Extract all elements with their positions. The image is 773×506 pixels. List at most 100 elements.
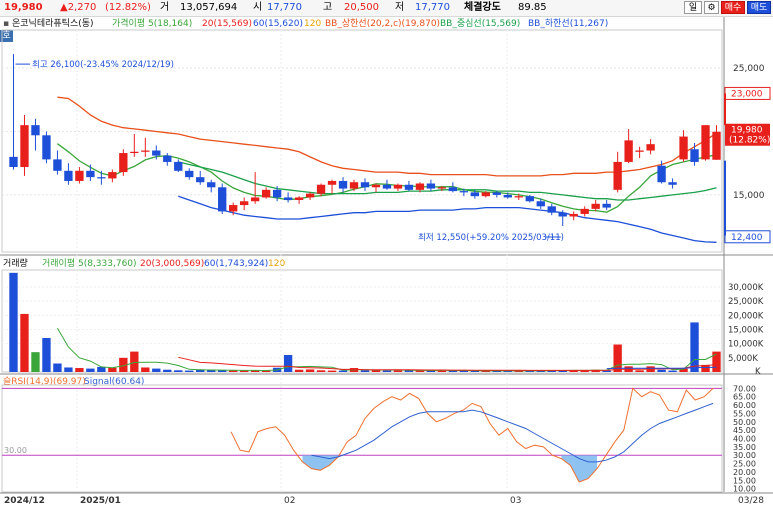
high-value: 20,500 [344,2,379,13]
legend-vol-ma20: 20(3,000,569) [140,259,205,269]
volume-bar [20,313,29,372]
candle-body [415,183,425,190]
volume-unit-label: K [755,367,761,377]
candle-body [503,194,512,198]
volume-tick-label: 5,000K [728,354,758,364]
chart-toggle-icon[interactable]: ▪ [3,19,10,29]
candle-body [371,184,381,188]
volume-bar [668,370,677,372]
pane-frame-1 [1,269,723,373]
volume-bar [185,370,194,372]
volume-bar [437,370,447,372]
stoch-tick-label: 55.00 [733,409,756,418]
strength-value: 89.85 [518,2,547,13]
candle-body [250,197,260,202]
volume-bar [86,368,95,372]
price-tick-label: 15,000 [733,191,765,201]
candle-body [141,150,150,152]
volume-bar [679,368,688,372]
day-button[interactable]: 일 [684,1,702,14]
candle-body [272,189,282,198]
candle-body [163,155,172,162]
volume-bar [261,370,271,372]
volume-bar [481,370,491,372]
volume-bar [547,370,556,372]
volume-bar [97,366,106,372]
candle-body [360,182,370,188]
candle-body [261,189,271,198]
candle-body [635,150,644,152]
low-label: 저 [395,2,405,13]
candle-body [75,170,84,181]
candle-body [646,144,655,151]
volume-bar [635,370,644,372]
candle-body [31,125,40,136]
volume-tick-label: 25,000K [728,297,764,307]
candle-body [207,182,216,188]
volume-bar [294,369,304,372]
candle-body [130,151,139,154]
volume-tick-label: 30,000K [728,283,764,293]
price-series-line [178,195,717,243]
volume-bar [525,370,534,372]
open-label: 시 [253,2,263,13]
x-tick-label: 2024/12 [4,496,45,506]
low-value: 17,770 [415,2,450,13]
candle-body [174,161,183,171]
oversold-area [302,455,339,471]
candle-body [64,170,73,181]
volume-bar [229,370,238,372]
candle-body [591,203,600,209]
volume-bar [196,369,205,372]
gear-icon[interactable]: ⚙ [704,1,719,14]
volume-bar [701,364,710,372]
volume-bar [108,367,117,372]
legend-vol-ma60: 60(1,743,924) [204,259,269,269]
candle-body [558,212,567,217]
volume-bar [316,370,326,372]
candle-body [569,213,578,217]
candle-body [152,150,161,156]
candle-body [196,177,205,183]
stoch-tick-label: 50.00 [733,418,756,427]
price-series-line [178,161,717,201]
price-toggle-button[interactable]: 호 [0,30,13,42]
candle-body [668,182,677,185]
volume-bar [591,369,600,372]
legend-vol-ma5: 거래이평 5(8,333,760) [42,259,137,269]
candle-body [657,165,666,183]
candle-body [316,184,326,194]
stoch-line [230,387,714,483]
price-change: ▲2,270 [60,2,97,13]
candle-body [690,149,699,162]
high-annotation: 최고 26,100(-23.45% 2024/12/19) [32,59,174,70]
candle-body [108,172,117,179]
x-tick-label: 03 [510,496,521,506]
candle-body [459,191,469,193]
volume-bar [64,367,73,372]
legend-stoch: 슬RSI(14,9)(69.97) [3,377,86,387]
signal-line [311,402,714,463]
price-legend: ▪ 온코닉테라퓨틱스(동) 가격이평 5(18,164) 20(15,569) … [0,17,720,31]
buy-button[interactable]: 매수 [721,1,745,14]
volume-bar [174,370,183,372]
volume-bar [492,370,501,372]
candle-body [492,192,501,195]
candle-body [470,192,480,197]
volume-ma-line [178,356,717,371]
volume-bar [514,370,523,372]
candle-body [338,180,348,189]
volume-bar [558,370,567,372]
volume-bar [9,272,18,372]
current-price: 19,980 [4,2,43,13]
current-flag-pct: (12.82%) [729,136,770,146]
oversold-area [561,455,598,482]
stoch-legend: 슬RSI(14,9)(69.97) Signal(60.64) [0,375,720,389]
current-flag-label: 19,980 [731,126,763,136]
sell-button[interactable]: 매도 [747,1,771,14]
high-flag-label: 23,000 [731,89,763,99]
legend-signal: Signal(60.64) [84,377,145,387]
stoch-tick-label: 25.00 [733,460,756,469]
volume-bar [536,370,545,372]
volume-bar [393,370,403,372]
